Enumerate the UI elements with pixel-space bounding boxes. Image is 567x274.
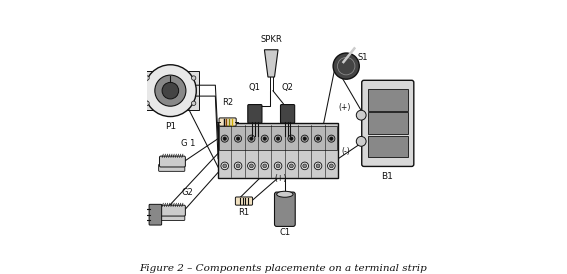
Bar — [368, 112, 408, 134]
Circle shape — [274, 162, 282, 170]
Circle shape — [234, 162, 242, 170]
Polygon shape — [264, 50, 278, 77]
Bar — [218, 123, 338, 178]
Text: G 1: G 1 — [181, 139, 196, 148]
Text: (-): (-) — [341, 147, 350, 156]
FancyBboxPatch shape — [159, 213, 185, 220]
Circle shape — [249, 137, 253, 140]
Circle shape — [249, 164, 253, 168]
Circle shape — [303, 137, 306, 140]
Text: P1: P1 — [165, 122, 176, 131]
Bar — [142, 71, 199, 110]
Circle shape — [274, 135, 282, 142]
FancyBboxPatch shape — [159, 205, 185, 216]
Circle shape — [236, 137, 240, 140]
Text: B1: B1 — [381, 172, 393, 181]
Circle shape — [287, 162, 295, 170]
Circle shape — [315, 135, 321, 142]
Text: Q1: Q1 — [249, 83, 261, 92]
Text: Figure 2 – Components placemente on a terminal strip: Figure 2 – Components placemente on a te… — [139, 264, 428, 273]
Circle shape — [288, 135, 295, 142]
Ellipse shape — [277, 191, 293, 197]
Circle shape — [337, 57, 355, 75]
Circle shape — [155, 75, 186, 106]
Circle shape — [236, 164, 240, 168]
Circle shape — [276, 137, 280, 140]
Bar — [368, 89, 408, 111]
Text: R1: R1 — [238, 208, 249, 217]
Text: Q2: Q2 — [282, 83, 294, 92]
FancyBboxPatch shape — [281, 105, 295, 123]
Circle shape — [248, 162, 255, 170]
Circle shape — [333, 53, 359, 79]
Text: SPKR: SPKR — [260, 35, 282, 44]
Circle shape — [316, 137, 320, 140]
Circle shape — [356, 110, 366, 120]
Circle shape — [221, 162, 229, 170]
Circle shape — [328, 162, 335, 170]
Circle shape — [301, 135, 308, 142]
Circle shape — [330, 137, 333, 140]
Circle shape — [328, 135, 335, 142]
Text: C1: C1 — [280, 228, 290, 237]
Circle shape — [235, 135, 242, 142]
Circle shape — [301, 162, 308, 170]
Text: CX: CX — [165, 206, 176, 215]
Circle shape — [145, 65, 196, 116]
FancyBboxPatch shape — [235, 197, 252, 205]
Circle shape — [145, 76, 149, 80]
FancyBboxPatch shape — [248, 105, 262, 123]
Circle shape — [316, 164, 320, 168]
Text: R2: R2 — [222, 98, 233, 107]
Circle shape — [192, 76, 196, 80]
Circle shape — [223, 164, 227, 168]
FancyBboxPatch shape — [149, 204, 162, 225]
Bar — [219, 125, 337, 150]
Circle shape — [263, 164, 266, 168]
Circle shape — [276, 164, 280, 168]
Circle shape — [261, 162, 269, 170]
Circle shape — [192, 101, 196, 105]
Circle shape — [356, 136, 366, 146]
Circle shape — [221, 135, 229, 142]
Text: G2: G2 — [181, 188, 193, 197]
Circle shape — [145, 101, 149, 105]
FancyBboxPatch shape — [159, 156, 185, 167]
Text: (+): (+) — [274, 174, 287, 183]
Text: S1: S1 — [357, 53, 367, 62]
Bar — [368, 136, 408, 158]
Circle shape — [329, 164, 333, 168]
Circle shape — [223, 137, 226, 140]
Circle shape — [248, 135, 255, 142]
FancyBboxPatch shape — [274, 192, 295, 226]
Circle shape — [162, 82, 179, 99]
Circle shape — [303, 164, 307, 168]
Circle shape — [314, 162, 322, 170]
Circle shape — [263, 137, 266, 140]
FancyBboxPatch shape — [159, 164, 185, 171]
Circle shape — [261, 135, 268, 142]
Circle shape — [290, 137, 293, 140]
Text: (+): (+) — [338, 102, 350, 112]
FancyBboxPatch shape — [362, 80, 414, 166]
FancyBboxPatch shape — [219, 118, 236, 126]
Circle shape — [290, 164, 293, 168]
